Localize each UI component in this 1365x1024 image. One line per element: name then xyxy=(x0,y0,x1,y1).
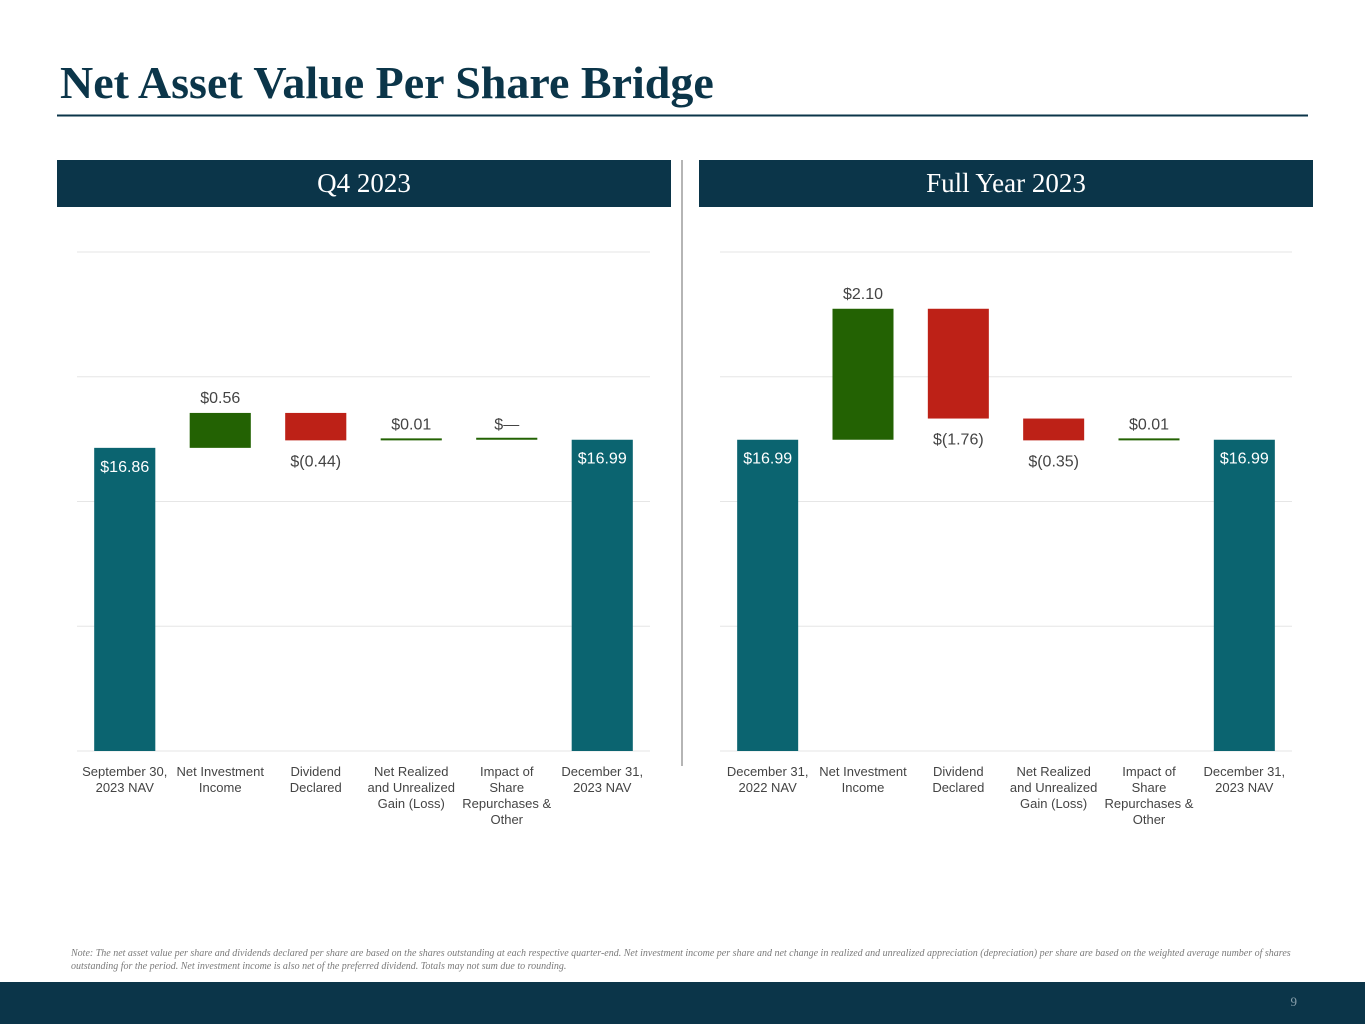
value-label: $(1.76) xyxy=(933,432,984,449)
x-tick-label: Net Investment Income xyxy=(819,764,907,795)
x-tick-label: September 30, 2023 NAV xyxy=(82,764,168,795)
value-label: $0.56 xyxy=(200,390,240,407)
bar xyxy=(571,439,633,751)
x-tick-label: December 31, 2023 NAV xyxy=(1203,764,1286,795)
x-tick-label: Net Investment Income xyxy=(176,764,264,795)
slide-title: Net Asset Value Per Share Bridge xyxy=(60,57,714,108)
x-tick-label: December 31, 2023 NAV xyxy=(561,764,644,795)
bar xyxy=(94,447,156,751)
footnote: Note: The net asset value per share and … xyxy=(71,948,1291,972)
panel-header: Full Year 2023 xyxy=(699,160,1313,207)
bar xyxy=(285,412,347,441)
value-label: $16.99 xyxy=(578,451,627,468)
value-label: $16.99 xyxy=(1220,451,1269,468)
bar xyxy=(1213,439,1275,751)
x-tick-label: Net Realized and Unrealized Gain (Loss) xyxy=(1009,764,1098,811)
bar xyxy=(737,439,799,751)
bar xyxy=(832,308,894,440)
page-number: 9 xyxy=(1290,994,1298,1009)
bar xyxy=(1118,438,1180,441)
footer: 9 xyxy=(0,982,1365,1024)
value-label: $0.01 xyxy=(1129,417,1169,434)
x-tick-label: Dividend Declared xyxy=(289,764,342,795)
value-label: $(0.44) xyxy=(290,453,341,470)
bar xyxy=(927,308,989,419)
bar xyxy=(380,438,442,441)
panel-header: Q4 2023 xyxy=(57,160,671,207)
x-tick-label: Dividend Declared xyxy=(932,764,985,795)
value-label: $— xyxy=(494,417,519,434)
value-label: $16.86 xyxy=(100,459,149,476)
x-tick-label: Impact of Share Repurchases & Other xyxy=(462,764,552,827)
value-label: $0.01 xyxy=(391,417,431,434)
x-tick-label: December 31, 2022 NAV xyxy=(726,764,809,795)
bar xyxy=(1023,418,1085,441)
x-tick-label: Impact of Share Repurchases & Other xyxy=(1104,764,1194,827)
value-label: $2.10 xyxy=(843,286,883,303)
x-tick-label: Net Realized and Unrealized Gain (Loss) xyxy=(367,764,455,811)
value-label: $16.99 xyxy=(743,451,792,468)
value-label: $(0.35) xyxy=(1028,453,1079,470)
bar xyxy=(189,412,251,448)
bar xyxy=(476,437,538,440)
